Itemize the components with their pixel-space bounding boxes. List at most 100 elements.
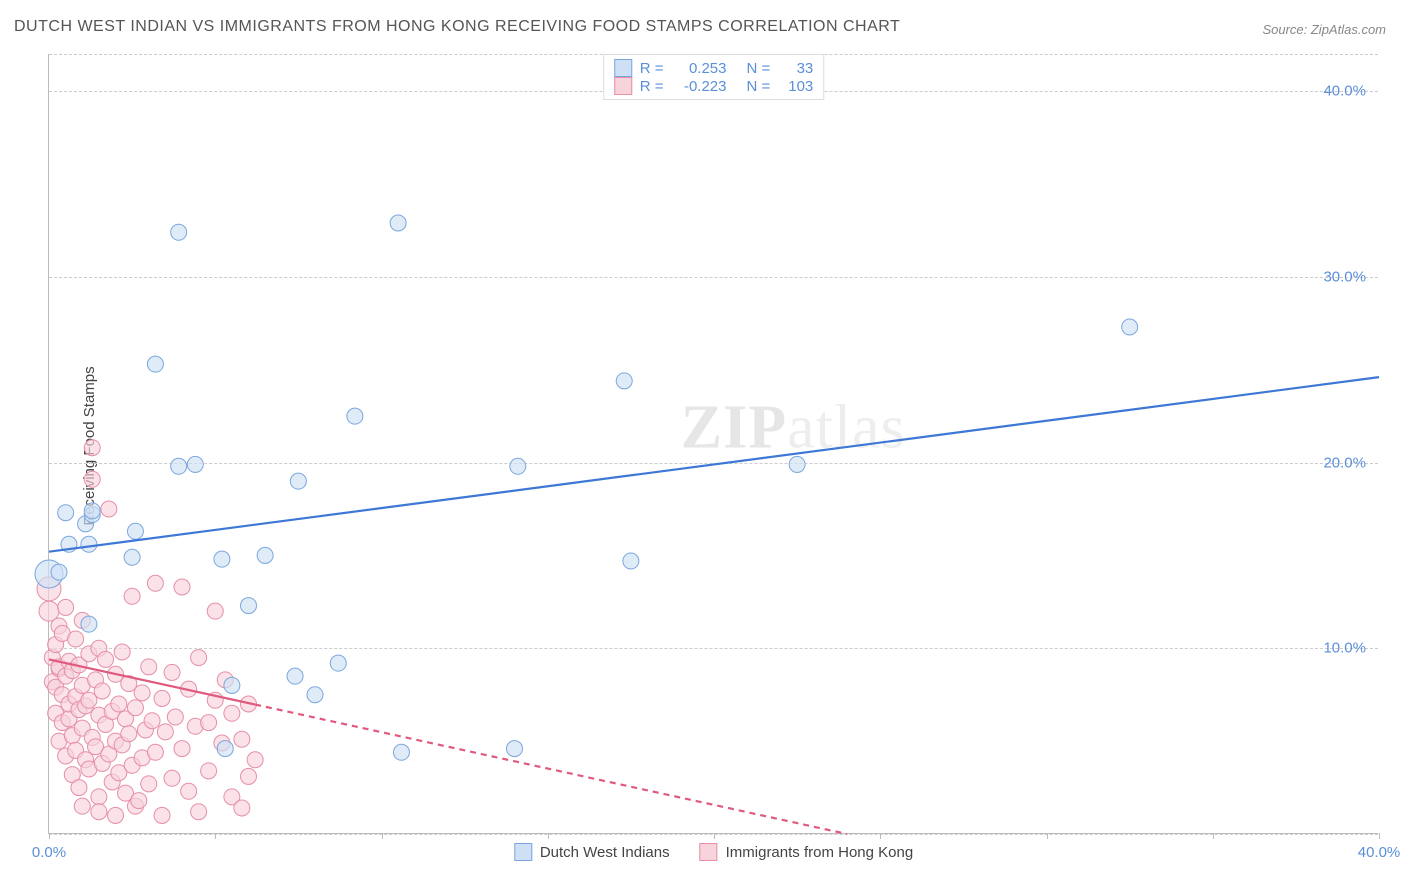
data-point — [71, 780, 87, 796]
data-point — [141, 659, 157, 675]
data-point — [789, 456, 805, 472]
data-point — [141, 776, 157, 792]
data-point — [287, 668, 303, 684]
data-point — [58, 599, 74, 615]
x-tick-label: 40.0% — [1358, 844, 1401, 861]
regression-line — [49, 377, 1379, 552]
data-point — [181, 783, 197, 799]
data-point — [84, 503, 100, 519]
data-point — [144, 713, 160, 729]
data-point — [94, 683, 110, 699]
legend-row-blue: R = 0.253 N = 33 — [614, 59, 814, 77]
data-point — [1122, 319, 1138, 335]
chart-title: DUTCH WEST INDIAN VS IMMIGRANTS FROM HON… — [14, 18, 900, 36]
data-point — [91, 789, 107, 805]
x-tick — [215, 833, 216, 839]
data-point — [191, 650, 207, 666]
data-point — [224, 677, 240, 693]
data-point — [290, 473, 306, 489]
data-point — [58, 505, 74, 521]
data-point — [390, 215, 406, 231]
data-point — [108, 807, 124, 823]
data-point — [347, 408, 363, 424]
data-point — [84, 440, 100, 456]
data-point — [224, 705, 240, 721]
data-point — [507, 741, 523, 757]
data-point — [191, 804, 207, 820]
data-point — [127, 523, 143, 539]
x-tick — [1213, 833, 1214, 839]
data-point — [247, 752, 263, 768]
swatch-pink-icon — [614, 77, 632, 95]
data-point — [124, 549, 140, 565]
x-tick — [714, 833, 715, 839]
data-point — [147, 356, 163, 372]
data-point — [81, 616, 97, 632]
data-point — [98, 651, 114, 667]
data-point — [217, 741, 233, 757]
x-tick — [880, 833, 881, 839]
data-point — [147, 575, 163, 591]
data-point — [174, 741, 190, 757]
data-point — [131, 793, 147, 809]
data-point — [164, 770, 180, 786]
plot-area: ZIPatlas R = 0.253 N = 33 R = -0.223 N =… — [48, 54, 1378, 834]
legend-item-blue: Dutch West Indians — [514, 843, 670, 861]
data-point — [147, 744, 163, 760]
chart-svg — [49, 54, 1378, 833]
swatch-blue-icon — [614, 59, 632, 77]
legend-series: Dutch West Indians Immigrants from Hong … — [514, 843, 913, 861]
data-point — [164, 664, 180, 680]
data-point — [121, 726, 137, 742]
data-point — [91, 804, 107, 820]
data-point — [393, 744, 409, 760]
data-point — [510, 458, 526, 474]
data-point — [187, 456, 203, 472]
data-point — [134, 685, 150, 701]
data-point — [127, 700, 143, 716]
data-point — [111, 696, 127, 712]
legend-row-pink: R = -0.223 N = 103 — [614, 77, 814, 95]
source-label: Source: ZipAtlas.com — [1262, 22, 1386, 37]
data-point — [201, 715, 217, 731]
data-point — [234, 731, 250, 747]
data-point — [307, 687, 323, 703]
swatch-blue-icon — [514, 843, 532, 861]
data-point — [167, 709, 183, 725]
data-point — [330, 655, 346, 671]
data-point — [114, 644, 130, 660]
data-point — [154, 807, 170, 823]
data-point — [68, 631, 84, 647]
data-point — [171, 224, 187, 240]
data-point — [157, 724, 173, 740]
x-tick — [548, 833, 549, 839]
x-tick — [382, 833, 383, 839]
data-point — [84, 471, 100, 487]
data-point — [174, 579, 190, 595]
regression-line — [255, 705, 847, 834]
data-point — [241, 598, 257, 614]
data-point — [81, 536, 97, 552]
x-tick-label: 0.0% — [32, 844, 66, 861]
data-point — [234, 800, 250, 816]
data-point — [74, 798, 90, 814]
x-tick — [49, 833, 50, 839]
x-tick — [1047, 833, 1048, 839]
data-point — [81, 692, 97, 708]
legend-item-pink: Immigrants from Hong Kong — [700, 843, 914, 861]
data-point — [214, 551, 230, 567]
data-point — [124, 588, 140, 604]
data-point — [101, 501, 117, 517]
data-point — [154, 690, 170, 706]
legend-correlation: R = 0.253 N = 33 R = -0.223 N = 103 — [603, 54, 825, 100]
data-point — [51, 564, 67, 580]
data-point — [171, 458, 187, 474]
data-point — [201, 763, 217, 779]
data-point — [207, 603, 223, 619]
x-tick — [1379, 833, 1380, 839]
data-point — [241, 768, 257, 784]
data-point — [257, 547, 273, 563]
data-point — [623, 553, 639, 569]
data-point — [616, 373, 632, 389]
swatch-pink-icon — [700, 843, 718, 861]
